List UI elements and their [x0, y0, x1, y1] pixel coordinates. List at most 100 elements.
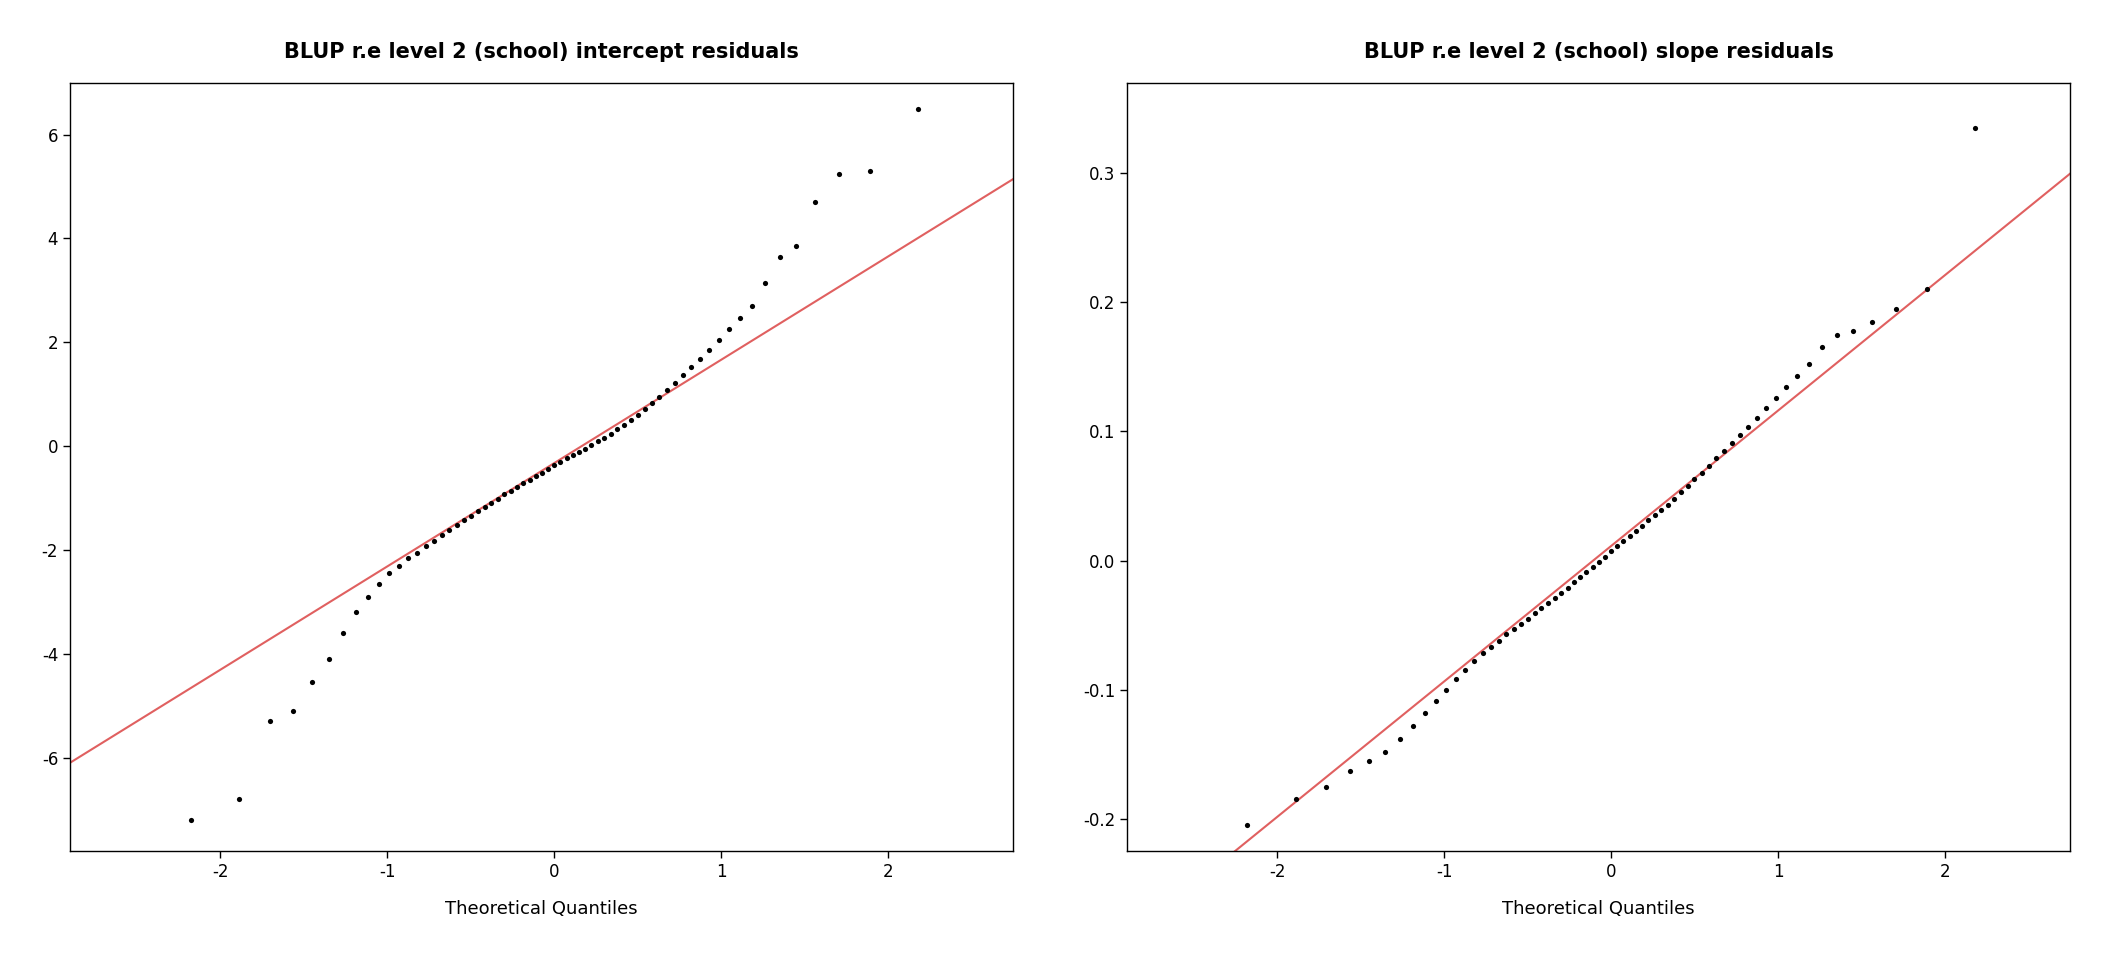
- Point: [1231, 818, 1265, 833]
- Point: [467, 499, 501, 515]
- Point: [1856, 314, 1890, 329]
- Point: [1740, 411, 1774, 426]
- Point: [1706, 444, 1740, 459]
- Point: [701, 332, 735, 348]
- Point: [1582, 554, 1616, 569]
- Point: [253, 713, 287, 729]
- Point: [277, 704, 310, 719]
- Point: [627, 401, 661, 417]
- Point: [416, 533, 450, 548]
- Point: [1607, 534, 1641, 549]
- Point: [593, 426, 627, 442]
- Point: [382, 558, 416, 573]
- Point: [606, 418, 640, 433]
- Point: [1671, 478, 1704, 493]
- X-axis label: Theoretical Quantiles: Theoretical Quantiles: [446, 900, 638, 919]
- Point: [1700, 451, 1734, 467]
- Point: [574, 438, 608, 453]
- Point: [475, 495, 509, 511]
- Point: [1525, 601, 1559, 616]
- Point: [748, 275, 781, 290]
- Point: [779, 238, 813, 253]
- Point: [460, 503, 494, 518]
- Point: [1519, 606, 1552, 621]
- Point: [488, 487, 522, 502]
- Point: [555, 447, 589, 463]
- Point: [1457, 654, 1491, 669]
- Point: [296, 675, 329, 690]
- Point: [340, 605, 374, 620]
- Point: [482, 491, 515, 506]
- Point: [507, 476, 541, 492]
- Point: [351, 589, 384, 605]
- Point: [1958, 120, 1992, 135]
- Point: [1626, 518, 1660, 534]
- Point: [1835, 323, 1869, 338]
- Point: [530, 461, 564, 476]
- Point: [1309, 779, 1343, 794]
- Point: [313, 651, 346, 666]
- Point: [657, 375, 691, 391]
- Point: [1333, 763, 1366, 779]
- Point: [650, 382, 684, 397]
- Point: [1645, 502, 1679, 517]
- Title: BLUP r.e level 2 (school) intercept residuals: BLUP r.e level 2 (school) intercept resi…: [285, 41, 798, 61]
- Point: [1658, 491, 1692, 506]
- Point: [1497, 621, 1531, 636]
- Point: [615, 413, 648, 428]
- Point: [173, 812, 207, 828]
- Point: [448, 513, 482, 528]
- Point: [1759, 390, 1793, 405]
- Point: [1438, 672, 1472, 687]
- Point: [822, 166, 855, 181]
- Point: [724, 310, 758, 325]
- Point: [1770, 380, 1804, 396]
- Point: [1538, 590, 1571, 606]
- X-axis label: Theoretical Quantiles: Theoretical Quantiles: [1502, 900, 1696, 919]
- Point: [372, 565, 406, 581]
- Point: [501, 479, 534, 494]
- Point: [433, 522, 467, 538]
- Point: [693, 343, 727, 358]
- Point: [494, 483, 528, 498]
- Point: [1749, 400, 1783, 416]
- Point: [526, 465, 560, 480]
- Point: [762, 249, 796, 264]
- Point: [1576, 560, 1609, 575]
- Point: [513, 472, 547, 488]
- Point: [1620, 523, 1654, 539]
- Point: [1383, 732, 1417, 747]
- Point: [853, 163, 887, 179]
- Point: [674, 359, 708, 374]
- Point: [1489, 627, 1523, 642]
- Point: [1652, 497, 1685, 513]
- Point: [1595, 543, 1628, 559]
- Point: [1396, 718, 1430, 733]
- Point: [798, 195, 832, 210]
- Point: [1664, 485, 1698, 500]
- Point: [1409, 706, 1442, 721]
- Point: [587, 430, 621, 445]
- Point: [536, 458, 570, 473]
- Point: [549, 450, 583, 466]
- Point: [581, 434, 615, 449]
- Point: [1601, 539, 1635, 554]
- Point: [1466, 646, 1500, 661]
- Point: [520, 468, 553, 484]
- Point: [1563, 569, 1597, 585]
- Point: [361, 576, 395, 591]
- Point: [1483, 633, 1516, 648]
- Point: [665, 368, 699, 383]
- Point: [642, 389, 676, 404]
- Point: [1821, 326, 1854, 342]
- Point: [1685, 465, 1719, 480]
- Point: [636, 396, 670, 411]
- Point: [410, 539, 444, 554]
- Point: [902, 101, 936, 116]
- Point: [1793, 356, 1827, 372]
- Point: [1474, 639, 1508, 655]
- Point: [1677, 471, 1711, 487]
- Point: [1278, 792, 1312, 807]
- Point: [1806, 340, 1840, 355]
- Title: BLUP r.e level 2 (school) slope residuals: BLUP r.e level 2 (school) slope residual…: [1364, 41, 1833, 61]
